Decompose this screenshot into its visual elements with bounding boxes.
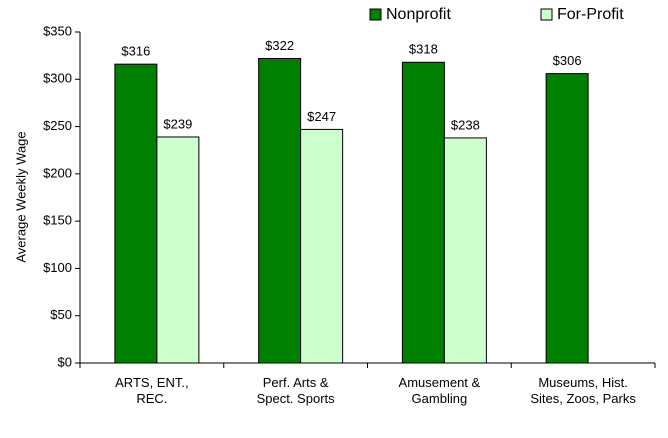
data-label: $247	[307, 109, 336, 124]
y-tick-label: $300	[43, 71, 72, 86]
y-axis-title: Average Weekly Wage	[13, 131, 28, 262]
bar	[114, 63, 158, 364]
data-label: $318	[409, 42, 438, 57]
data-label: $306	[553, 53, 582, 68]
y-tick-label: $50	[50, 307, 72, 322]
y-tick-label: $0	[58, 354, 72, 369]
legend-swatch	[540, 8, 553, 21]
y-tick-label: $250	[43, 118, 72, 133]
x-tick-label: Perf. Arts & Spect. Sports	[256, 375, 335, 406]
bar	[401, 61, 445, 364]
data-label: $316	[121, 44, 150, 59]
data-label: $322	[265, 38, 294, 53]
bar	[300, 128, 344, 364]
legend-swatch	[369, 8, 382, 21]
y-tick-label: $200	[43, 165, 72, 180]
data-label: $238	[451, 117, 480, 132]
legend-label: Nonprofit	[386, 6, 451, 23]
bar	[258, 57, 302, 364]
x-tick-label: Amusement & Gambling	[398, 375, 481, 406]
y-tick-label: $100	[43, 260, 72, 275]
bar	[545, 73, 589, 364]
x-tick-label: ARTS, ENT., REC.	[115, 375, 189, 406]
bar	[443, 137, 487, 364]
legend-label: For-Profit	[557, 6, 624, 23]
data-label: $239	[163, 116, 192, 131]
bar	[156, 136, 200, 364]
y-tick-label: $350	[43, 23, 72, 38]
x-tick-label: Museums, Hist. Sites, Zoos, Parks	[530, 375, 636, 406]
y-tick-label: $150	[43, 213, 72, 228]
